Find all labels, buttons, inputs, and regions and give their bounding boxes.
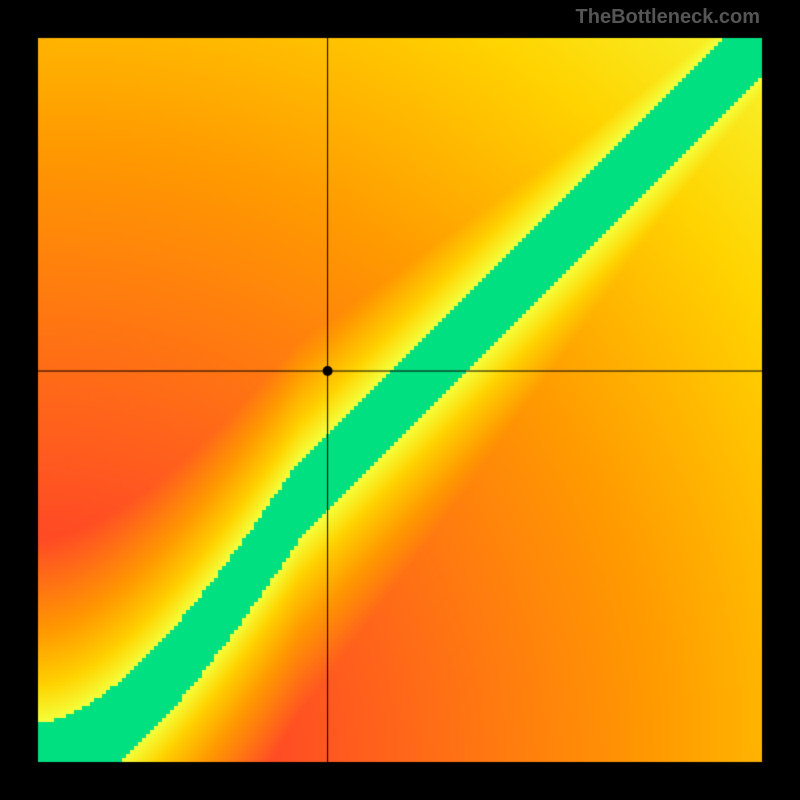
watermark-text: TheBottleneck.com (576, 6, 760, 29)
heatmap-canvas (0, 0, 800, 800)
